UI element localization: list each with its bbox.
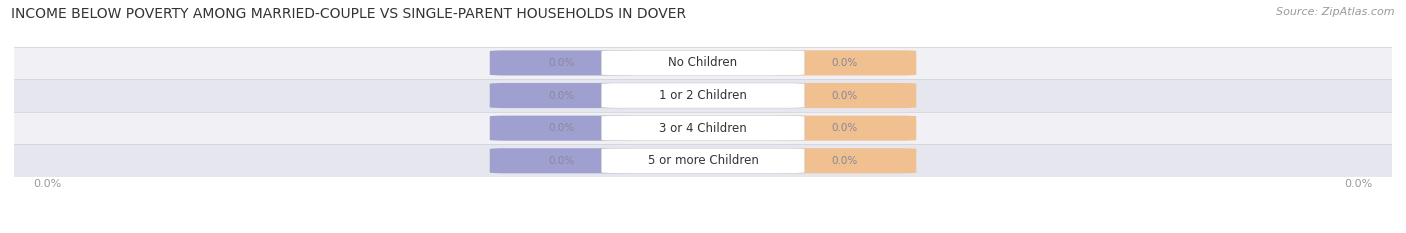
Text: No Children: No Children <box>668 56 738 69</box>
Text: 5 or more Children: 5 or more Children <box>648 154 758 167</box>
Text: 1 or 2 Children: 1 or 2 Children <box>659 89 747 102</box>
Text: INCOME BELOW POVERTY AMONG MARRIED-COUPLE VS SINGLE-PARENT HOUSEHOLDS IN DOVER: INCOME BELOW POVERTY AMONG MARRIED-COUPL… <box>11 7 686 21</box>
FancyBboxPatch shape <box>772 148 917 173</box>
Bar <box>14 112 1392 144</box>
FancyBboxPatch shape <box>602 83 804 108</box>
FancyBboxPatch shape <box>772 83 917 108</box>
Bar <box>14 144 1392 177</box>
FancyBboxPatch shape <box>489 116 634 141</box>
Text: 0.0%: 0.0% <box>831 123 858 133</box>
Text: 0.0%: 0.0% <box>548 156 575 166</box>
FancyBboxPatch shape <box>489 83 634 108</box>
Text: 0.0%: 0.0% <box>548 58 575 68</box>
Text: 0.0%: 0.0% <box>548 91 575 100</box>
FancyBboxPatch shape <box>772 116 917 141</box>
Bar <box>14 47 1392 79</box>
FancyBboxPatch shape <box>602 116 804 141</box>
FancyBboxPatch shape <box>602 50 804 75</box>
FancyBboxPatch shape <box>602 148 804 173</box>
Text: 0.0%: 0.0% <box>1344 179 1372 189</box>
Text: 0.0%: 0.0% <box>831 91 858 100</box>
Text: 3 or 4 Children: 3 or 4 Children <box>659 122 747 135</box>
FancyBboxPatch shape <box>772 50 917 75</box>
Legend: Married Couples, Single Parents: Married Couples, Single Parents <box>586 230 820 233</box>
Text: 0.0%: 0.0% <box>34 179 62 189</box>
Text: 0.0%: 0.0% <box>548 123 575 133</box>
Text: 0.0%: 0.0% <box>831 156 858 166</box>
Bar <box>14 79 1392 112</box>
Text: 0.0%: 0.0% <box>831 58 858 68</box>
Text: Source: ZipAtlas.com: Source: ZipAtlas.com <box>1277 7 1395 17</box>
FancyBboxPatch shape <box>489 148 634 173</box>
FancyBboxPatch shape <box>489 50 634 75</box>
